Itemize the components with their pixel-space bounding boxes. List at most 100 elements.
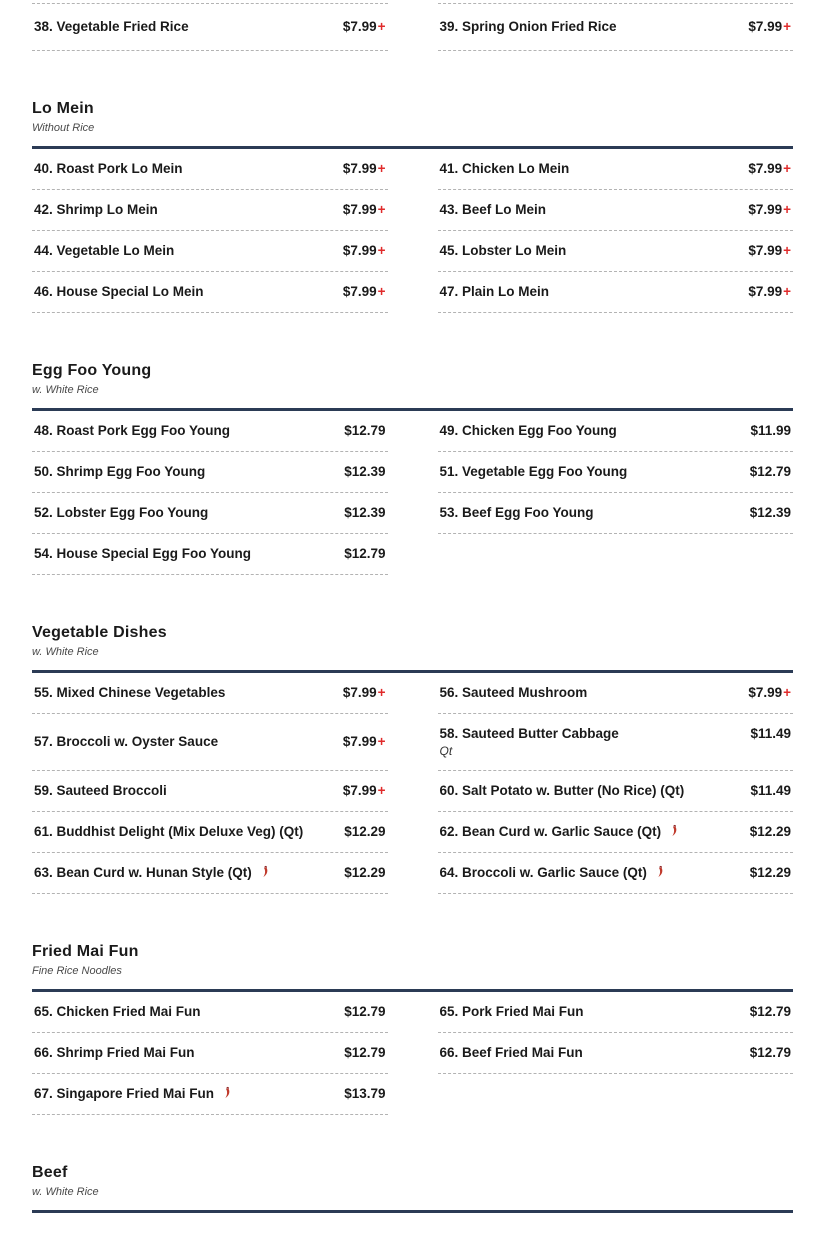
section-subtitle: Without Rice <box>32 122 95 134</box>
menu-item-name-text: 38. Vegetable Fried Rice <box>34 19 189 34</box>
menu-item-name: 63. Bean Curd w. Hunan Style (Qt) <box>34 865 269 881</box>
chili-pepper-icon <box>263 865 268 878</box>
menu-item-line: 39. Spring Onion Fried Rice $7.99+ <box>440 19 792 35</box>
menu-item-price: $11.99 <box>750 423 791 439</box>
section-divider <box>32 670 793 673</box>
menu-item-price: $12.79 <box>750 464 791 480</box>
menu-item: 61. Buddhist Delight (Mix Deluxe Veg) (Q… <box>32 812 388 853</box>
menu-item-line: 47. Plain Lo Mein $7.99+ <box>440 284 792 300</box>
menu-item: 49. Chicken Egg Foo Young $11.99 <box>437 411 793 452</box>
menu-item-price-value: $12.39 <box>344 464 386 479</box>
menu-item-price: $12.79 <box>344 423 385 439</box>
section-items-grid: 48. Roast Pork Egg Foo Young $12.79 49. … <box>32 411 793 575</box>
menu-item-name: 57. Broccoli w. Oyster Sauce <box>34 734 218 750</box>
menu-item-price: $7.99+ <box>343 783 386 799</box>
menu-item-name: 55. Mixed Chinese Vegetables <box>34 685 225 701</box>
section-subtitle: Fine Rice Noodles <box>32 965 122 977</box>
menu-item-name-text: 56. Sauteed Mushroom <box>439 685 588 700</box>
menu-item: 52. Lobster Egg Foo Young $12.39 <box>32 493 388 534</box>
menu-item-price: $7.99+ <box>748 243 791 259</box>
menu-item: 58. Sauteed Butter Cabbage $11.49 Qt <box>437 714 793 771</box>
chili-pepper-icon <box>672 824 677 837</box>
menu-item-line: 67. Singapore Fried Mai Fun $13.79 <box>34 1086 386 1102</box>
menu-item: 46. House Special Lo Mein $7.99+ <box>32 272 388 313</box>
menu-item-name: 67. Singapore Fried Mai Fun <box>34 1086 231 1102</box>
chili-pepper-icon <box>225 1086 230 1099</box>
price-plus-indicator: + <box>377 202 386 217</box>
price-plus-indicator: + <box>783 243 791 258</box>
menu-item-line: 65. Pork Fried Mai Fun $12.79 <box>440 1004 792 1020</box>
menu-item-price: $12.29 <box>344 865 385 881</box>
menu-item-name: 50. Shrimp Egg Foo Young <box>34 464 205 480</box>
menu-item-name-text: 51. Vegetable Egg Foo Young <box>439 464 628 479</box>
section-divider <box>32 408 793 411</box>
menu-item-name-text: 49. Chicken Egg Foo Young <box>439 423 617 438</box>
menu-item-price: $12.39 <box>750 505 791 521</box>
menu-item-line: 41. Chicken Lo Mein $7.99+ <box>440 161 792 177</box>
menu-item-line: 66. Beef Fried Mai Fun $12.79 <box>440 1045 792 1061</box>
menu-item-price-value: $7.99 <box>342 734 377 749</box>
menu-item-price: $11.49 <box>750 783 791 799</box>
menu-item-line: 52. Lobster Egg Foo Young $12.39 <box>34 505 386 521</box>
menu-item-price: $7.99+ <box>343 202 386 218</box>
menu-item-name-text: 53. Beef Egg Foo Young <box>439 505 594 520</box>
menu-item-price: $12.29 <box>750 865 791 881</box>
menu-item-name: 58. Sauteed Butter Cabbage <box>440 726 619 742</box>
menu-item-price: $7.99+ <box>343 685 386 701</box>
continued-items-grid: 38. Vegetable Fried Rice $7.99+ 39. Spri… <box>32 3 793 51</box>
menu-section-continued: 38. Vegetable Fried Rice $7.99+ 39. Spri… <box>32 3 793 51</box>
menu-item-price: $12.79 <box>750 1045 791 1061</box>
menu-item-price-value: $7.99 <box>342 783 377 798</box>
menu-item: 55. Mixed Chinese Vegetables $7.99+ <box>32 673 388 714</box>
menu-item-name: 65. Pork Fried Mai Fun <box>440 1004 584 1020</box>
menu-section: Fried Mai Fun Fine Rice Noodles 65. Chic… <box>32 942 793 1115</box>
menu-item-price: $7.99+ <box>748 202 791 218</box>
menu-item-price-value: $11.99 <box>750 423 791 438</box>
menu-item-name: 39. Spring Onion Fried Rice <box>440 19 617 35</box>
menu-item: 60. Salt Potato w. Butter (No Rice) (Qt)… <box>437 771 793 812</box>
menu-item-price-value: $7.99 <box>748 19 783 34</box>
section-subtitle: w. White Rice <box>32 646 99 658</box>
menu-item-name: 54. House Special Egg Foo Young <box>34 546 251 562</box>
menu-item-line: 66. Shrimp Fried Mai Fun $12.79 <box>34 1045 386 1061</box>
section-title: Beef <box>32 1164 68 1181</box>
menu-item-line: 49. Chicken Egg Foo Young $11.99 <box>440 423 792 439</box>
menu-item-line: 57. Broccoli w. Oyster Sauce $7.99+ <box>34 734 386 750</box>
menu-item-price: $7.99+ <box>343 19 386 35</box>
menu-item-name: 45. Lobster Lo Mein <box>440 243 567 259</box>
menu-item-price-value: $7.99 <box>748 685 783 700</box>
menu-item-name-text: 67. Singapore Fried Mai Fun <box>34 1086 215 1101</box>
price-plus-indicator: + <box>377 19 386 34</box>
menu-item-line: 50. Shrimp Egg Foo Young $12.39 <box>34 464 386 480</box>
menu-item-line: 45. Lobster Lo Mein $7.99+ <box>440 243 792 259</box>
menu-item-name: 62. Bean Curd w. Garlic Sauce (Qt) <box>440 824 679 840</box>
menu-item-price-value: $11.49 <box>750 726 791 741</box>
menu-item-price-value: $7.99 <box>342 284 377 299</box>
menu-item-name: 60. Salt Potato w. Butter (No Rice) (Qt) <box>440 783 685 799</box>
menu-item-line: 62. Bean Curd w. Garlic Sauce (Qt) $12.2… <box>440 824 792 840</box>
price-plus-indicator: + <box>377 685 386 700</box>
section-subtitle: w. White Rice <box>32 1186 99 1198</box>
menu-item-name-text: 60. Salt Potato w. Butter (No Rice) (Qt) <box>439 783 685 798</box>
menu-item: 53. Beef Egg Foo Young $12.39 <box>437 493 793 534</box>
menu-item: 40. Roast Pork Lo Mein $7.99+ <box>32 149 388 190</box>
menu-item-line: 61. Buddhist Delight (Mix Deluxe Veg) (Q… <box>34 824 386 840</box>
section-divider <box>32 146 793 149</box>
menu-item-name: 43. Beef Lo Mein <box>440 202 547 218</box>
menu-item-price-value: $12.29 <box>344 865 386 880</box>
menu-item-line: 58. Sauteed Butter Cabbage $11.49 <box>440 726 792 742</box>
menu-item: 39. Spring Onion Fried Rice $7.99+ <box>437 3 793 51</box>
section-subtitle: w. White Rice <box>32 384 99 396</box>
menu-item: 38. Vegetable Fried Rice $7.99+ <box>32 3 388 51</box>
menu-item-price: $7.99+ <box>343 734 386 750</box>
menu-item-name-text: 61. Buddhist Delight (Mix Deluxe Veg) (Q… <box>34 824 304 839</box>
menu-item-name-text: 45. Lobster Lo Mein <box>439 243 567 258</box>
menu-item-name-text: 64. Broccoli w. Garlic Sauce (Qt) <box>439 865 647 880</box>
menu-item-price: $7.99+ <box>343 284 386 300</box>
menu-item: 57. Broccoli w. Oyster Sauce $7.99+ <box>32 714 388 771</box>
menu-item-price: $12.39 <box>344 464 385 480</box>
menu-item: 64. Broccoli w. Garlic Sauce (Qt) $12.29 <box>437 853 793 894</box>
menu-item-name: 41. Chicken Lo Mein <box>440 161 570 177</box>
menu-item-line: 38. Vegetable Fried Rice $7.99+ <box>34 19 386 35</box>
menu-item-price: $12.79 <box>344 1045 385 1061</box>
